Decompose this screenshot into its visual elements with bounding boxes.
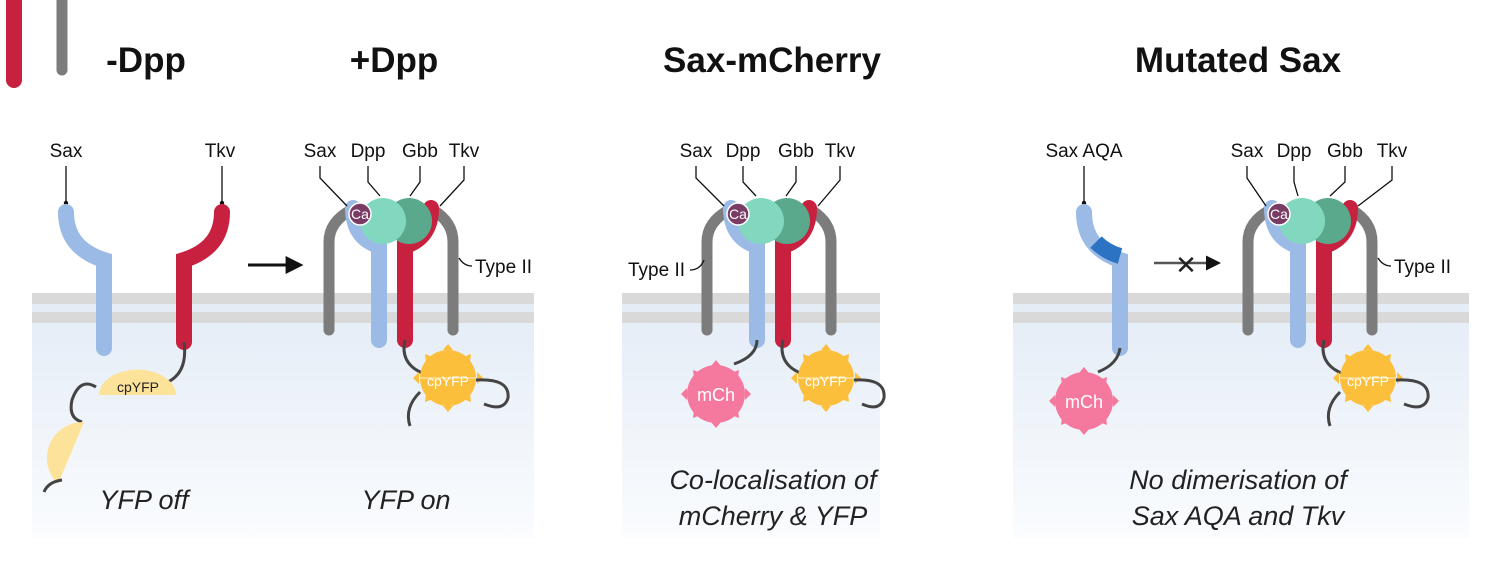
- label-type-ii: Type II: [628, 260, 685, 281]
- label-tkv: Tkv: [205, 141, 236, 162]
- cpyfp-off-fragment: [46, 421, 84, 484]
- receptor-complex-template: [6, 0, 68, 88]
- label-cpyfp-on: cpYFP: [427, 373, 469, 389]
- caption-colocalisation-line-1: Co-localisation of: [669, 465, 879, 495]
- label-ca: Ca: [351, 206, 369, 222]
- label-mch: mCh: [697, 385, 735, 405]
- label-ca: Ca: [1270, 206, 1288, 222]
- label-mch: mCh: [1065, 392, 1103, 412]
- cpyfp-on: [413, 344, 483, 412]
- caption-no-dimerisation-line-2: Sax AQA and Tkv: [1132, 501, 1346, 531]
- label-ca: Ca: [729, 206, 747, 222]
- cross-mark: ✕: [1175, 251, 1197, 281]
- panel-plus-dpp: Ca Sax Dpp Gbb Tkv Type II cp: [304, 141, 532, 515]
- label-type-ii: Type II: [1394, 257, 1451, 278]
- membrane-panel-1: [32, 293, 534, 538]
- label-gbb: Gbb: [402, 141, 438, 162]
- aqa-mutation-site: [1090, 236, 1123, 264]
- caption-no-dimerisation-line-1: No dimerisation of: [1129, 465, 1349, 495]
- panel-minus-dpp: Sax Tkv cpYFP YFP off: [42, 141, 236, 515]
- sax-receptor: [58, 204, 112, 356]
- label-tkv: Tkv: [825, 141, 856, 162]
- label-type-ii: Type II: [475, 257, 532, 278]
- cpyfp-off: [99, 369, 176, 395]
- title-plus-dpp: +Dpp: [350, 41, 438, 80]
- title-sax-mcherry: Sax-mCherry: [663, 41, 881, 80]
- blocked-arrow: ✕: [1154, 251, 1221, 281]
- label-dpp: Dpp: [726, 141, 761, 162]
- cpyfp-on: [1333, 344, 1403, 412]
- caption-yfp-on: YFP on: [361, 485, 450, 515]
- label-sax-aqa: Sax AQA: [1045, 141, 1122, 162]
- caption-colocalisation-line-2: mCherry & YFP: [679, 501, 868, 531]
- label-gbb: Gbb: [1327, 141, 1363, 162]
- label-tkv: Tkv: [1377, 141, 1408, 162]
- tkv-receptor: [176, 204, 230, 350]
- caption-yfp-off: YFP off: [99, 485, 191, 515]
- panel-sax-mcherry: Ca Sax Dpp Gbb Tkv Type II mCh: [628, 141, 886, 531]
- label-dpp: Dpp: [1277, 141, 1312, 162]
- label-sax: Sax: [304, 141, 337, 162]
- mcherry-on: [1049, 367, 1119, 435]
- title-mutated-sax: Mutated Sax: [1135, 41, 1342, 80]
- label-sax: Sax: [680, 141, 713, 162]
- label-cpyfp-off: cpYFP: [117, 379, 159, 395]
- label-dpp: Dpp: [351, 141, 386, 162]
- label-tkv: Tkv: [449, 141, 480, 162]
- title-minus-dpp: -Dpp: [106, 41, 186, 80]
- label-gbb: Gbb: [778, 141, 814, 162]
- label-cpyfp-on: cpYFP: [805, 373, 847, 389]
- label-sax: Sax: [50, 141, 83, 162]
- label-sax: Sax: [1231, 141, 1264, 162]
- cpyfp-on: [791, 344, 861, 412]
- mcherry-on: [681, 360, 751, 428]
- label-cpyfp-on: cpYFP: [1347, 373, 1389, 389]
- panel-mutated-sax: Sax AQA mCh ✕ Ca: [1045, 141, 1451, 531]
